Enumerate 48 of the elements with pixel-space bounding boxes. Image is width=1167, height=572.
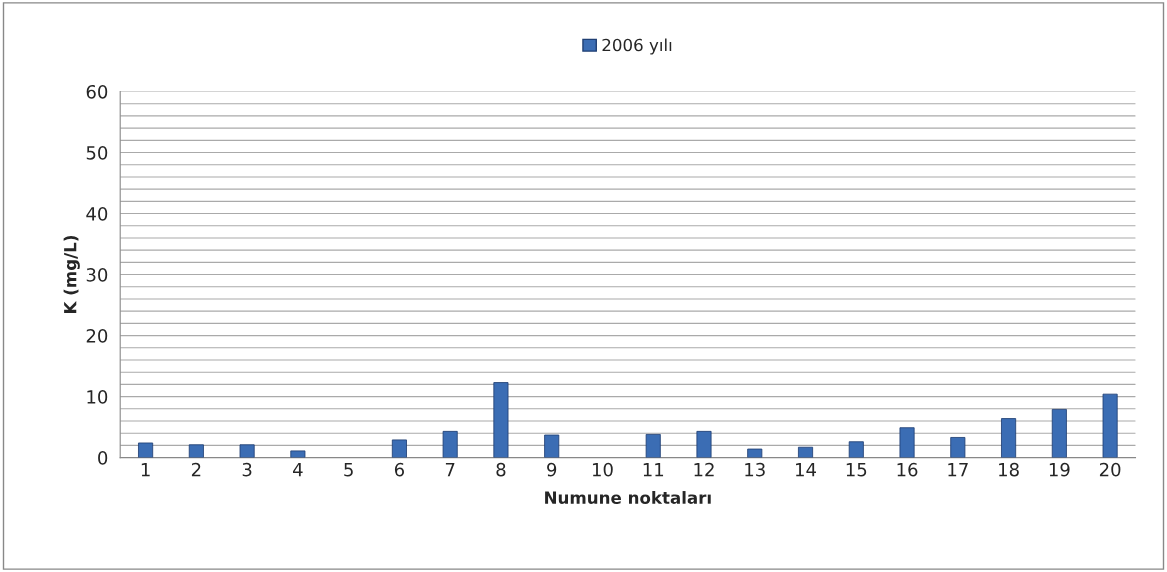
bar	[239, 444, 255, 458]
x-tick-label: 3	[242, 462, 252, 477]
bar	[899, 427, 915, 458]
bar	[747, 448, 763, 458]
x-tick-label: 10	[592, 462, 613, 477]
bar	[1051, 408, 1067, 458]
x-tick-label: 6	[394, 462, 405, 477]
bar	[493, 382, 509, 458]
bar	[391, 439, 407, 458]
x-tick-label: 20	[1099, 462, 1121, 477]
y-tick-label: 50	[86, 145, 108, 160]
x-tick-label: 9	[547, 462, 557, 477]
bar	[290, 450, 306, 458]
x-tick-label: 17	[948, 463, 968, 477]
x-tick-label: 4	[293, 463, 303, 477]
bar	[188, 444, 204, 458]
x-tick-label: 12	[694, 462, 714, 477]
bar	[544, 434, 560, 458]
x-tick-label: 18	[999, 462, 1019, 477]
x-tick-label: 1	[141, 463, 150, 477]
x-tick-label: 13	[745, 462, 765, 477]
x-tick-label: 11	[643, 463, 664, 477]
bar	[848, 441, 864, 458]
x-tick-label: 7	[445, 463, 455, 477]
bar	[1001, 418, 1017, 458]
bar	[797, 446, 814, 458]
x-tick-label: 19	[1049, 462, 1070, 477]
x-axis-title: Numune noktaları	[545, 491, 711, 504]
y-tick-label: 0	[98, 451, 108, 465]
x-tick-label: 16	[897, 462, 918, 477]
y-axis-title: K (mg/L)	[63, 236, 80, 314]
bar	[1102, 393, 1118, 458]
y-tick-label: 60	[86, 84, 108, 99]
bar	[138, 442, 154, 458]
bar	[645, 433, 661, 458]
y-tick-label: 20	[86, 329, 108, 343]
x-tick-label: 14	[796, 463, 816, 477]
x-tick-label: 8	[496, 462, 506, 477]
x-tick-label: 15	[846, 463, 867, 477]
bar	[950, 437, 966, 458]
y-tick-label: 40	[86, 207, 108, 221]
y-tick-label: 10	[87, 390, 108, 404]
x-tick-label: 2	[191, 462, 201, 477]
y-tick-label: 30	[86, 268, 108, 282]
bar	[696, 430, 712, 458]
x-tick-label: 5	[344, 463, 353, 477]
bar	[442, 430, 458, 458]
legend-label: 2006 yılı	[602, 38, 672, 55]
